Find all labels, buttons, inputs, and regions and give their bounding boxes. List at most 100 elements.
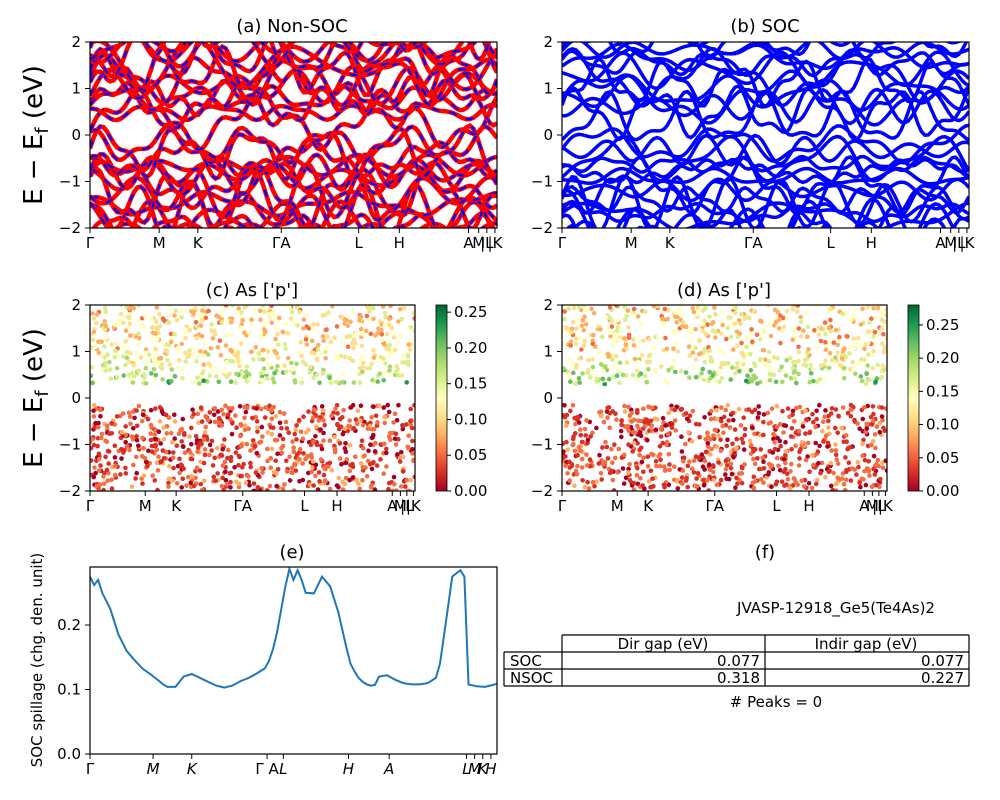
panel-c-point	[408, 406, 414, 412]
panel-d-point	[599, 413, 604, 419]
panel-d-point	[563, 325, 569, 330]
panel-d-point	[792, 419, 797, 424]
panel-d-point	[703, 331, 709, 337]
panel-c-point	[198, 323, 204, 328]
panel-c-point	[153, 406, 158, 411]
panel-c-point	[90, 373, 94, 378]
panel-d-point	[566, 306, 571, 312]
panel-d-point	[803, 408, 808, 414]
panel-d-point	[643, 309, 648, 315]
panel-c-point	[155, 327, 160, 333]
panel-c-point	[106, 461, 111, 466]
panel-e-xtick: Γ	[86, 760, 95, 778]
panel-d-point	[794, 380, 799, 386]
panel-d-point	[686, 344, 692, 349]
panel-c-point	[327, 375, 333, 381]
panel-d-point	[667, 462, 672, 467]
panel-d-point	[861, 437, 866, 443]
panel-c-point	[158, 441, 163, 446]
panel-d-point	[574, 317, 580, 322]
panel-d-point	[853, 307, 858, 313]
panel-d-point	[713, 428, 718, 433]
panel-d-point	[857, 480, 862, 486]
panel-d-point	[592, 483, 597, 489]
panel-d-point	[684, 416, 690, 422]
panel-d-point	[618, 328, 624, 334]
panel-c-point	[299, 380, 305, 386]
panel-d-point	[622, 305, 627, 310]
panel-c-point	[213, 478, 218, 484]
panel-d-point	[605, 405, 610, 411]
panel-d-point	[562, 459, 566, 464]
panel-d-point	[803, 431, 808, 436]
panel-d-colorbar	[907, 304, 920, 492]
panel-d-point	[692, 365, 697, 371]
panel-d-point	[768, 464, 774, 470]
panel-c-point	[119, 456, 124, 461]
panel-c-point	[253, 470, 259, 476]
panel-d-point	[611, 488, 617, 491]
panel-d-point	[605, 324, 610, 330]
panel-c-point	[269, 431, 275, 437]
panel-d-point	[649, 423, 654, 429]
panel-c-point	[251, 481, 257, 486]
panel-c-point	[366, 448, 371, 454]
panel-d-point	[638, 445, 644, 451]
panel-d-point	[855, 341, 860, 346]
panel-d-point	[582, 314, 587, 320]
panel-c-point	[236, 462, 241, 468]
panel-d-point	[662, 306, 667, 312]
panel-c-point	[389, 350, 394, 355]
panel-c-point	[202, 447, 208, 452]
panel-c-point	[219, 320, 225, 325]
panel-c-point	[200, 308, 205, 313]
panel-d-colorbar-tick: 0.00	[926, 482, 959, 500]
panel-d-point	[862, 405, 867, 410]
panel-c-point	[297, 349, 302, 355]
panel-d-point	[607, 425, 612, 431]
panel-c-point	[288, 316, 294, 321]
panel-d-point	[785, 477, 791, 482]
panel-d-point	[774, 403, 780, 409]
panel-d-point	[718, 477, 724, 483]
panel-d-point	[584, 463, 590, 468]
panel-c-point	[99, 435, 104, 441]
panel-d-point	[720, 322, 725, 328]
panel-c-point	[201, 362, 206, 368]
panel-d-point	[681, 320, 686, 325]
panel-d-point	[568, 305, 574, 308]
panel-d-xtick: K	[643, 497, 654, 515]
panel-d-point	[599, 477, 604, 482]
panel-c-point	[143, 381, 149, 386]
panel-c-point	[299, 353, 305, 359]
panel-c-point	[127, 447, 132, 453]
panel-c-point	[193, 434, 199, 439]
panel-d-point	[562, 329, 565, 334]
panel-c-point	[313, 434, 318, 439]
panel-a-xtick: |L	[480, 234, 494, 252]
panel-c-point	[371, 432, 376, 438]
panel-d-point	[665, 431, 671, 437]
panel-c-point	[371, 355, 377, 360]
panel-c-ytick: −2	[59, 482, 81, 500]
panel-d-point	[730, 410, 735, 416]
panel-d-point	[785, 406, 791, 411]
panel-d-point	[645, 438, 650, 443]
panel-c-point	[359, 343, 365, 349]
panel-d-point	[610, 477, 616, 483]
panel-c-point	[151, 366, 157, 372]
panel-d-point	[714, 482, 720, 488]
panel-c-point	[371, 348, 376, 353]
panel-c-point	[172, 313, 177, 318]
panel-d-point	[736, 318, 742, 323]
panel-d-point	[570, 361, 575, 366]
panel-d-point	[590, 479, 596, 485]
panel-c-ytick: 0	[71, 389, 81, 407]
panel-d-point	[831, 340, 837, 346]
panel-d-point	[873, 379, 878, 385]
panel-d-point	[712, 305, 717, 311]
panel-c-point	[210, 365, 215, 371]
panel-d-point	[567, 478, 572, 483]
panel-d-point	[638, 433, 644, 439]
panel-d-point	[852, 314, 858, 319]
